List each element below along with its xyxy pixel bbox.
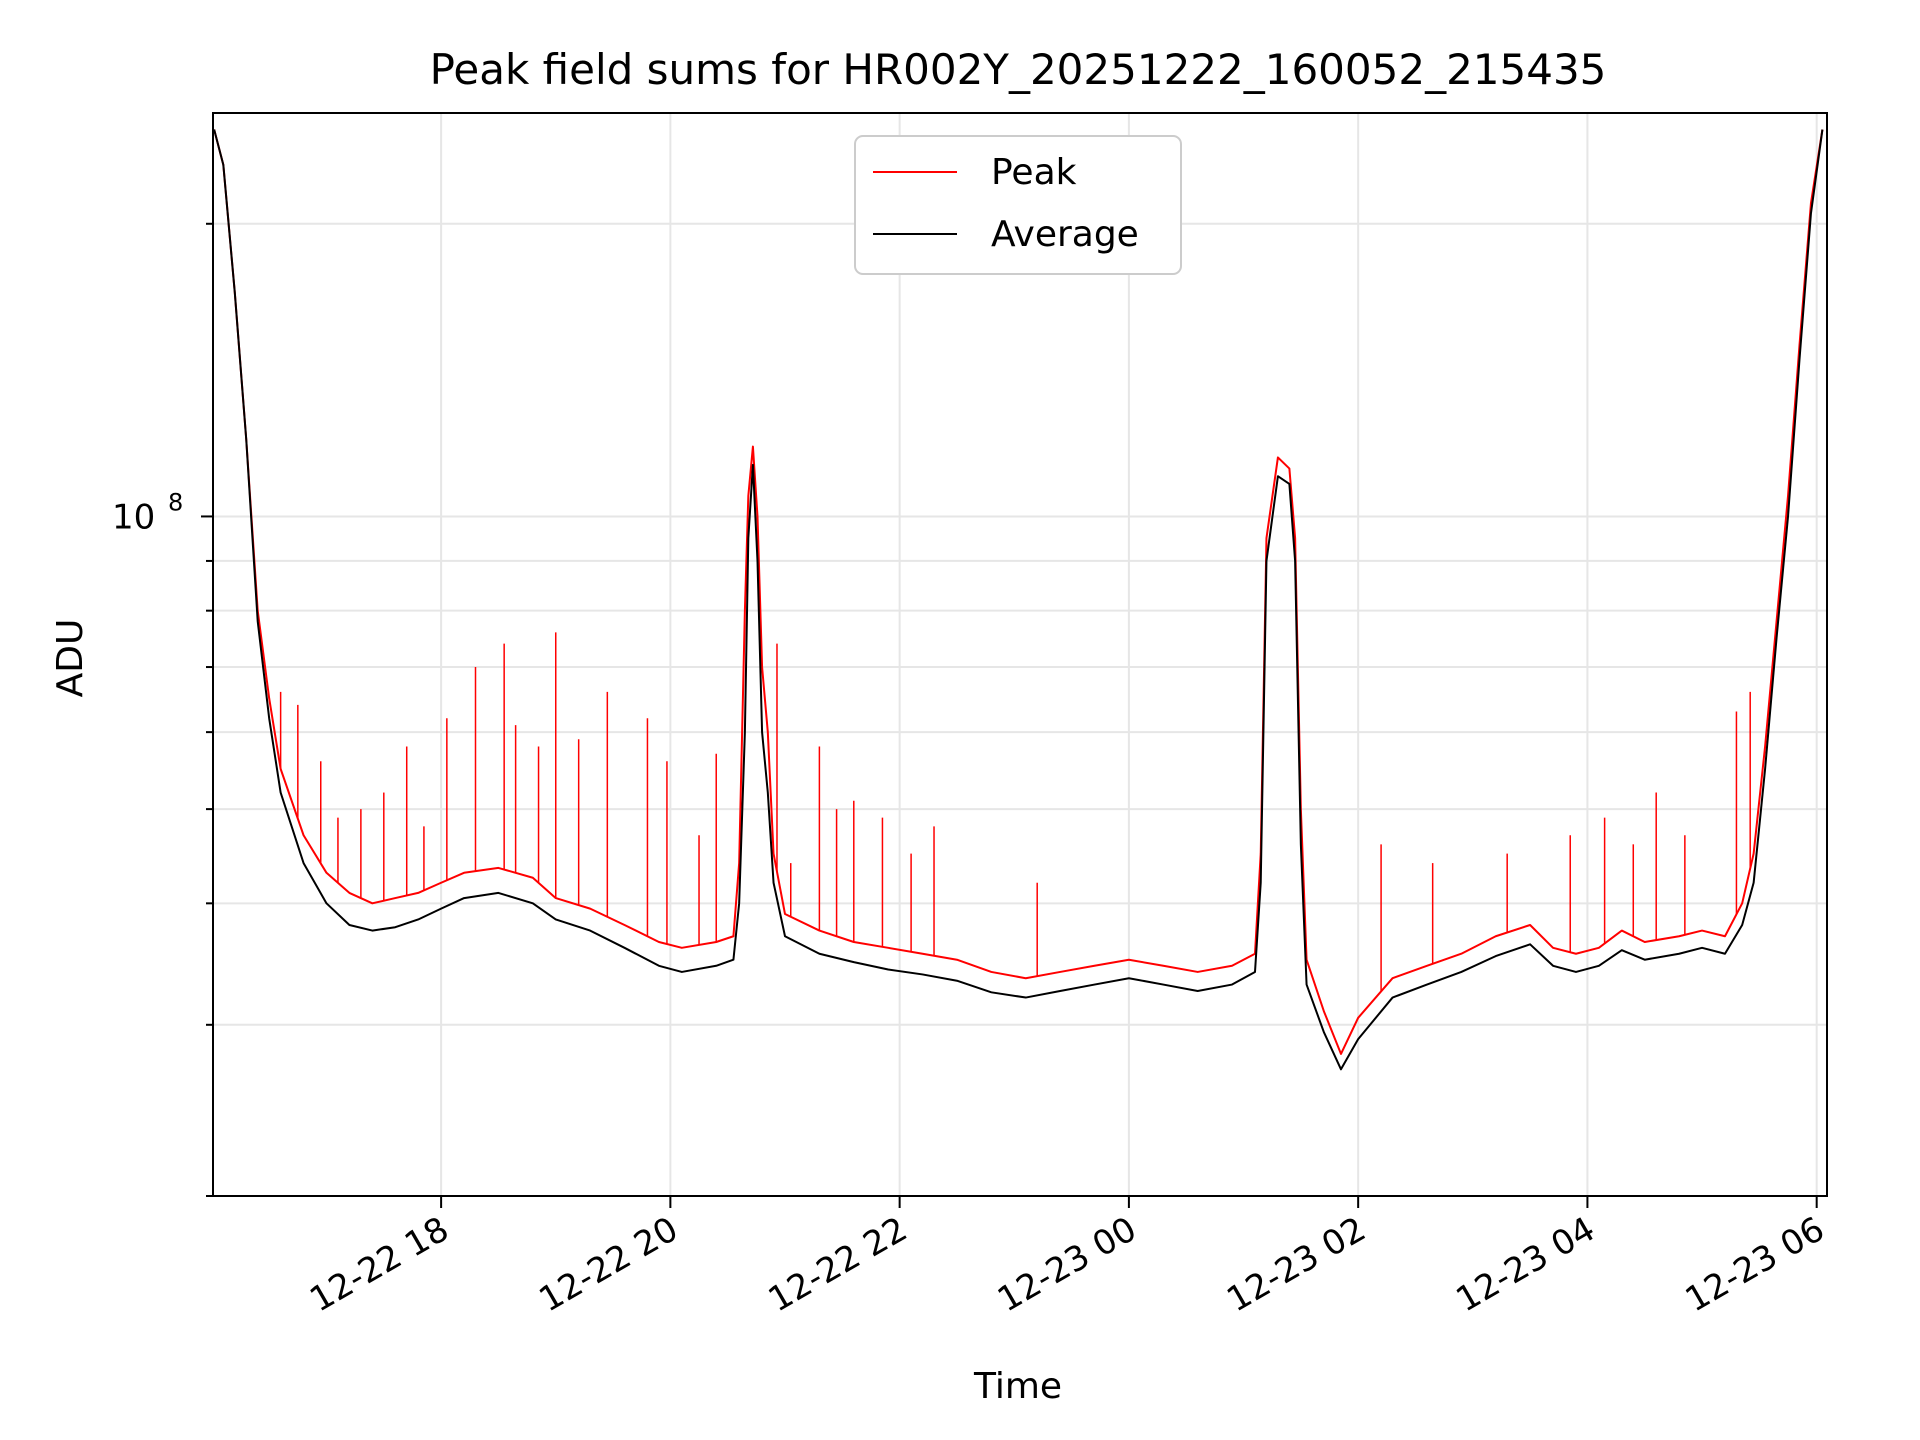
y-tick-exponent: 8: [168, 488, 183, 516]
series-group: [213, 129, 1824, 1071]
series-line-average: [213, 129, 1824, 1071]
series-line-peak: [213, 129, 1824, 1055]
y-axis-label: ADU: [50, 619, 91, 698]
legend-label-peak: Peak: [991, 152, 1077, 193]
x-axis-label: Time: [973, 1366, 1062, 1407]
legend-box: [854, 135, 1182, 275]
legend: Peak Average: [854, 135, 1182, 275]
y-tick-base: 10: [112, 497, 155, 537]
y-tick-label-1e8: 10 8: [112, 488, 183, 537]
axes-frame: [212, 112, 1828, 1197]
chart-title: Peak field sums for HR002Y_20251222_1600…: [430, 45, 1607, 94]
legend-label-average: Average: [991, 214, 1139, 255]
